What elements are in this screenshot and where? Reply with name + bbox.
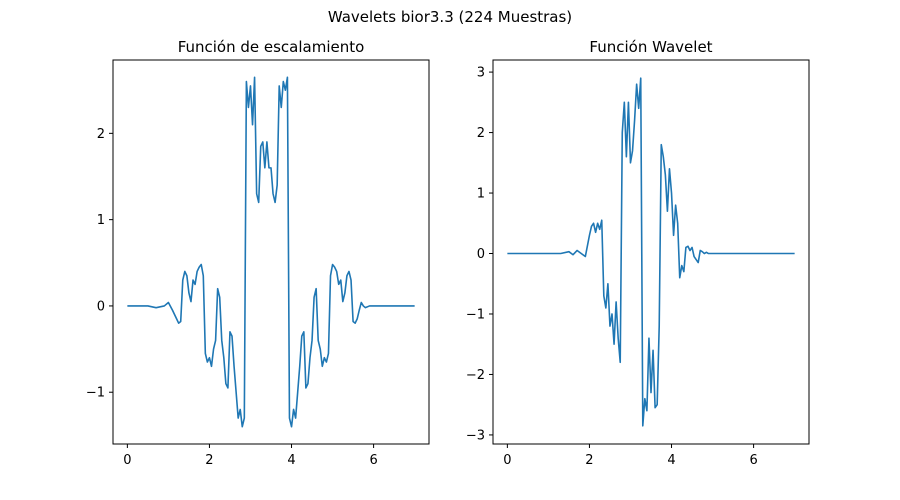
x-tick-label: 2 bbox=[585, 453, 593, 468]
y-tick-label: 0 bbox=[97, 299, 105, 314]
y-tick-label: −1 bbox=[466, 307, 485, 322]
chart-wavelet-function: Función Wavelet 0 2 4 6 −3 −2 −1 0 1 2 3 bbox=[466, 38, 810, 468]
figure-suptitle: Wavelets bior3.3 (224 Muestras) bbox=[328, 8, 572, 26]
y-tick-label: 3 bbox=[477, 66, 485, 81]
tick-group: 0 2 4 6 −3 −2 −1 0 1 2 3 bbox=[466, 66, 758, 468]
x-tick-label: 2 bbox=[205, 453, 213, 468]
x-tick-label: 0 bbox=[123, 453, 131, 468]
series-line bbox=[127, 76, 415, 428]
chart-title: Función de escalamiento bbox=[178, 38, 365, 56]
x-tick-label: 4 bbox=[287, 453, 295, 468]
x-tick-label: 6 bbox=[369, 453, 377, 468]
series-line bbox=[507, 77, 795, 427]
x-tick-label: 4 bbox=[667, 453, 675, 468]
chart-title: Función Wavelet bbox=[589, 38, 712, 56]
plot-frame bbox=[492, 59, 810, 445]
y-tick-label: 2 bbox=[97, 127, 105, 142]
y-tick-label: −2 bbox=[466, 368, 485, 383]
y-tick-label: 1 bbox=[477, 187, 485, 202]
y-tick-label: 1 bbox=[97, 213, 105, 228]
chart-scaling-function: Función de escalamiento 0 2 4 6 −1 0 1 2 bbox=[86, 38, 430, 468]
x-tick-label: 6 bbox=[749, 453, 757, 468]
tick-group: 0 2 4 6 −1 0 1 2 bbox=[86, 127, 378, 468]
plot-frame bbox=[112, 59, 430, 445]
y-tick-label: −3 bbox=[466, 428, 485, 443]
y-tick-label: −1 bbox=[86, 386, 105, 401]
x-tick-label: 0 bbox=[503, 453, 511, 468]
y-tick-label: 2 bbox=[477, 126, 485, 141]
y-tick-label: 0 bbox=[477, 247, 485, 262]
